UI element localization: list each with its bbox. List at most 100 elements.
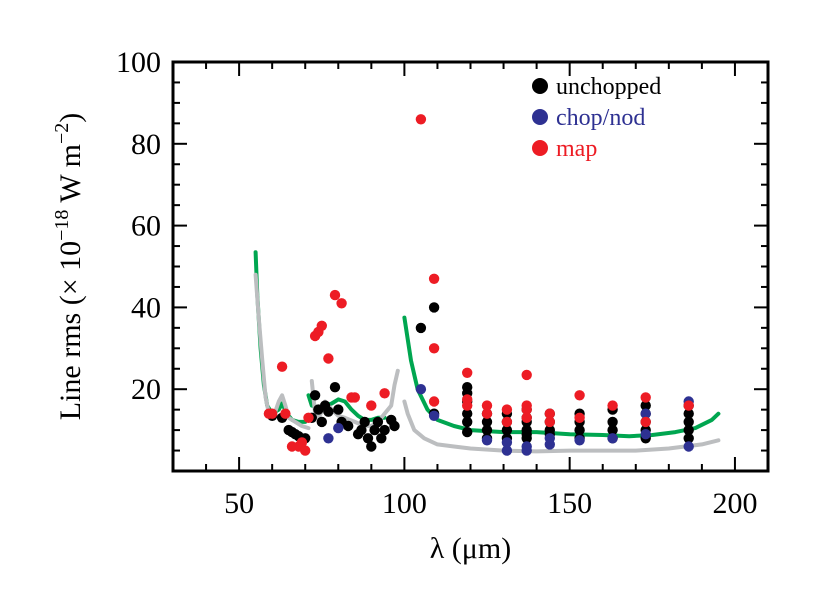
point-map: [521, 369, 532, 381]
y-tick-label: 60: [131, 210, 161, 243]
point-map: [521, 412, 532, 423]
point-unchopped: [372, 416, 384, 428]
point-unchopped: [683, 416, 694, 428]
point-map: [640, 416, 651, 428]
point-map: [329, 289, 341, 301]
point-map: [428, 343, 440, 354]
point-unchopped: [607, 424, 618, 436]
point-map: [640, 392, 651, 403]
point-map: [379, 388, 390, 399]
y-tick-label: 40: [131, 291, 161, 324]
point-unchopped: [309, 390, 321, 401]
x-tick-label: 50: [224, 487, 254, 520]
point-map: [544, 408, 555, 419]
y-tick-label: 100: [116, 46, 161, 79]
x-tick-label: 200: [712, 487, 757, 520]
point-chop-nod: [415, 384, 427, 395]
point-unchopped: [462, 408, 473, 419]
point-map: [481, 400, 493, 411]
point-map: [574, 412, 585, 423]
tick-labels: 50 100 150 200 20 40 60 80 100: [116, 46, 757, 520]
point-map: [366, 400, 377, 411]
point-map: [683, 400, 694, 411]
legend-marker-unchopped: [532, 78, 548, 94]
x-axis-title: λ (μm): [430, 532, 511, 565]
point-unchopped: [462, 426, 473, 438]
point-unchopped: [428, 302, 440, 313]
point-map: [501, 416, 513, 428]
point-map: [428, 273, 440, 284]
point-unchopped: [369, 424, 380, 436]
legend-label-chop-nod: chop/nod: [556, 105, 645, 131]
point-unchopped: [683, 433, 694, 444]
point-chop-nod: [683, 441, 694, 452]
y-axis-title-main: Line rms (× 10: [54, 241, 87, 420]
fit-curve-1-segment-1: [309, 368, 400, 428]
point-map: [280, 408, 291, 419]
point-unchopped: [683, 408, 694, 419]
point-chop-nod: [323, 433, 334, 444]
point-map: [428, 396, 440, 407]
point-chop-nod: [640, 429, 651, 440]
legend-label-unchopped: unchopped: [556, 74, 661, 100]
point-map: [501, 404, 513, 415]
point-map: [323, 353, 334, 364]
point-unchopped: [379, 424, 390, 436]
point-chop-nod: [501, 445, 513, 456]
legend-marker-map: [532, 140, 548, 156]
point-chop-nod: [428, 410, 440, 421]
point-unchopped: [462, 416, 473, 428]
data-points: [263, 114, 694, 456]
point-unchopped: [501, 424, 513, 436]
point-map: [462, 367, 473, 378]
y-tick-label: 80: [131, 128, 161, 161]
point-unchopped: [323, 406, 334, 417]
point-unchopped: [359, 416, 370, 428]
point-map: [544, 416, 555, 428]
y-axis-title-exp2: −2: [51, 123, 73, 144]
point-unchopped: [683, 424, 694, 436]
point-map: [481, 408, 493, 419]
point-map: [521, 404, 532, 415]
point-chop-nod: [640, 408, 651, 419]
point-chop-nod: [333, 422, 344, 434]
point-unchopped: [574, 424, 585, 436]
point-unchopped: [316, 416, 327, 428]
point-map: [336, 298, 347, 309]
point-map: [276, 361, 288, 372]
point-map: [316, 320, 327, 331]
point-map: [415, 114, 427, 125]
plot-frame: [171, 60, 770, 473]
point-unchopped: [356, 424, 367, 436]
axis-ticks: [173, 62, 768, 471]
point-unchopped: [607, 416, 618, 428]
point-unchopped: [333, 404, 344, 415]
x-tick-label: 100: [382, 487, 427, 520]
y-axis-title: Line rms (× 10−18 W m−2): [51, 113, 87, 421]
point-map: [574, 390, 585, 401]
point-unchopped: [415, 322, 427, 334]
y-axis-title-exp1: −18: [51, 210, 73, 241]
point-chop-nod: [481, 435, 493, 446]
point-unchopped: [481, 424, 493, 436]
point-chop-nod: [574, 435, 585, 446]
point-unchopped: [376, 433, 387, 444]
point-map: [267, 408, 278, 419]
point-unchopped: [366, 441, 377, 452]
point-unchopped: [481, 416, 493, 428]
point-unchopped: [389, 420, 400, 432]
point-map: [300, 445, 311, 456]
legend-label-map: map: [556, 136, 597, 162]
point-map: [462, 400, 473, 411]
point-map: [349, 392, 360, 403]
fit-curve-1-segment-0: [253, 272, 311, 431]
x-tick-label: 150: [547, 487, 592, 520]
point-unchopped: [362, 433, 374, 444]
point-map: [296, 437, 308, 448]
point-unchopped: [640, 400, 651, 411]
point-chop-nod: [544, 433, 555, 444]
point-unchopped: [521, 433, 532, 444]
legend-marker-chop-nod: [532, 109, 548, 125]
point-unchopped: [329, 382, 341, 393]
